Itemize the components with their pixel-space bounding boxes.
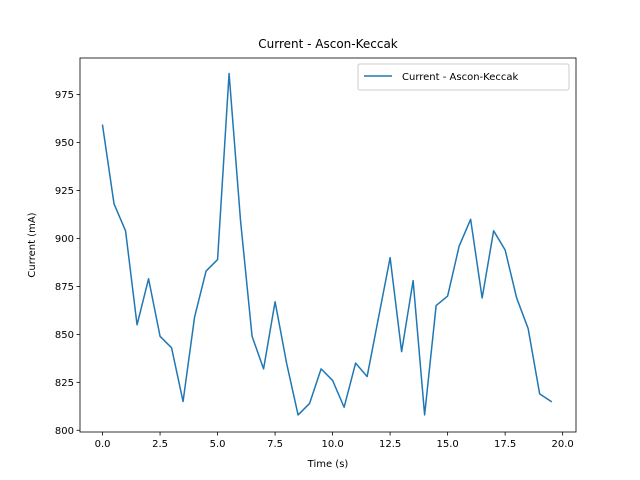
plot-area: 0.0 2.5 5.0 7.5 10.0 12.5 15.0 17.5 20.0 800 825 85… (55, 57, 577, 450)
x-tick-label: 20.0 (552, 439, 574, 450)
y-tick-label: 900 (55, 234, 74, 245)
legend: Current - Ascon-Keccak (357, 63, 570, 91)
x-tick-label: 2.5 (152, 439, 168, 450)
x-tick-label: 5.0 (210, 439, 226, 450)
y-tick-label: 825 (55, 378, 74, 389)
y-tick-label: 925 (55, 186, 74, 197)
y-axis-label: Current (mA) (27, 212, 38, 277)
chart-title: Current - Ascon-Keccak (258, 37, 398, 51)
series-line-0 (101, 72, 553, 416)
x-tick-label: 17.5 (494, 439, 516, 450)
x-axis-label: Time (s) (307, 459, 349, 470)
legend-label: Current - Ascon-Keccak (402, 72, 518, 83)
y-tick-label: 950 (55, 138, 74, 149)
x-tick-label: 0.0 (95, 439, 111, 450)
x-tick-label: 7.5 (267, 439, 283, 450)
y-tick-label: 875 (55, 282, 74, 293)
axes-frame (79, 57, 577, 433)
y-tick-label: 975 (55, 90, 74, 101)
legend-frame (357, 63, 570, 91)
y-tick-label: 800 (55, 426, 74, 437)
y-tick-label: 850 (55, 330, 74, 341)
x-tick-label: 10.0 (321, 439, 343, 450)
x-tick-label: 12.5 (379, 439, 401, 450)
x-tick-label: 15.0 (436, 439, 458, 450)
